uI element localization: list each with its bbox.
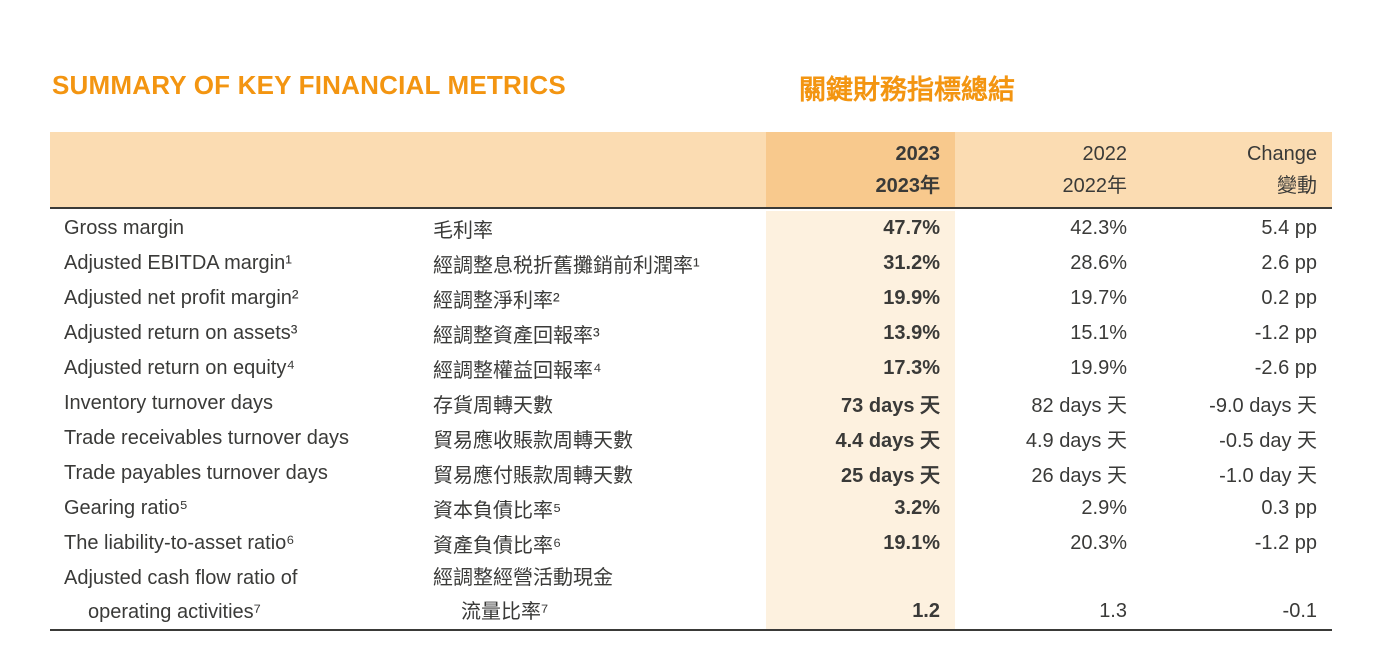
value-change: -1.0 day 天	[1219, 465, 1317, 487]
value-change: -2.6 pp	[1254, 357, 1317, 379]
column-header-2023-zh: 2023年	[875, 174, 941, 197]
value-2022: 28.6%	[1070, 252, 1127, 274]
metric-label-en: Adjusted return on assets³	[64, 322, 298, 344]
table-row-adjusted-ebitda-margin: Adjusted EBITDA margin¹ 經調整息税折舊攤銷前利潤率¹ 3…	[50, 246, 1332, 281]
value-2022: 26 days 天	[1031, 465, 1127, 487]
table-row-adjusted-net-profit-margin: Adjusted net profit margin² 經調整淨利率² 19.9…	[50, 281, 1332, 316]
page-title-zh: 關鍵財務指標總結	[799, 75, 1015, 105]
value-change: 2.6 pp	[1261, 252, 1317, 274]
table-row-inventory-turnover-days: Inventory turnover days 存貨周轉天數 73 days 天…	[50, 386, 1332, 421]
value-change: -0.1	[1130, 561, 1332, 629]
value-change: -1.2 pp	[1254, 322, 1317, 344]
metric-label-en: Inventory turnover days	[64, 392, 273, 414]
metric-label-zh: 經調整權益回報率⁴	[433, 360, 602, 382]
value-2022: 15.1%	[1070, 322, 1127, 344]
metric-label-zh-line2: 流量比率⁷	[461, 601, 549, 623]
metric-label-zh: 資本負債比率⁵	[433, 500, 562, 522]
value-2023: 31.2%	[766, 246, 955, 281]
table-row-adjusted-cash-flow-ratio: Adjusted cash flow ratio of operating ac…	[50, 561, 1332, 629]
metric-label-en: The liability-to-asset ratio⁶	[64, 532, 295, 554]
column-header-2023-en: 2023	[895, 142, 941, 165]
value-2023: 25 days 天	[766, 456, 955, 491]
table-row-trade-payables-turnover-days: Trade payables turnover days 貿易應付賬款周轉天數 …	[50, 456, 1332, 491]
table-row-gearing-ratio: Gearing ratio⁵ 資本負債比率⁵ 3.2% 2.9% 0.3 pp	[50, 491, 1332, 526]
value-2023: 19.9%	[766, 281, 955, 316]
value-2022: 19.9%	[1070, 357, 1127, 379]
table-body: Gross margin 毛利率 47.7% 42.3% 5.4 pp Adju…	[50, 209, 1332, 631]
metric-label-en: Adjusted EBITDA margin¹	[64, 252, 292, 274]
table-row-trade-receivables-turnover-days: Trade receivables turnover days 貿易應收賬款周轉…	[50, 421, 1332, 456]
table-row-liability-to-asset-ratio: The liability-to-asset ratio⁶ 資產負債比率⁶ 19…	[50, 526, 1332, 561]
table-header-row: 2023 2023年 2022 2022年 Change 變動	[50, 132, 1332, 209]
metric-label-zh: 經調整經營活動現金 流量比率⁷	[430, 561, 766, 629]
metric-label-zh: 經調整息税折舊攤銷前利潤率¹	[433, 255, 700, 277]
value-change: 5.4 pp	[1261, 217, 1317, 239]
value-2022-text: 1.3	[1099, 600, 1127, 622]
metric-label-zh: 經調整淨利率²	[433, 290, 560, 312]
metric-label-en-line1: Adjusted cash flow ratio of	[64, 567, 298, 589]
value-2023-text: 1.2	[912, 600, 940, 622]
value-2023: 17.3%	[766, 351, 955, 386]
value-change: -1.2 pp	[1254, 532, 1317, 554]
metric-label-zh: 存貨周轉天數	[433, 395, 553, 417]
metric-label-zh: 毛利率	[433, 220, 493, 242]
value-2023: 13.9%	[766, 316, 955, 351]
metric-label-zh: 經調整資產回報率³	[433, 325, 600, 347]
column-header-2022-zh: 2022年	[1062, 174, 1128, 197]
value-2022: 42.3%	[1070, 217, 1127, 239]
column-header-change: Change 變動	[1130, 132, 1332, 207]
value-change-text: -0.1	[1282, 600, 1317, 622]
value-2022: 2.9%	[1081, 497, 1127, 519]
value-change: -0.5 day 天	[1219, 430, 1317, 452]
metric-label-zh: 貿易應付賬款周轉天數	[433, 465, 633, 487]
header-spacer-zh	[430, 132, 766, 207]
metric-label-en: Adjusted return on equity⁴	[64, 357, 295, 379]
value-2023: 73 days 天	[766, 386, 955, 421]
metric-label-zh: 貿易應收賬款周轉天數	[433, 430, 633, 452]
metric-label-en: Trade receivables turnover days	[64, 427, 349, 449]
value-2022: 4.9 days 天	[1025, 430, 1127, 452]
column-header-2023: 2023 2023年	[766, 132, 955, 207]
metric-label-en: Gearing ratio⁵	[64, 497, 188, 519]
value-2023: 4.4 days 天	[766, 421, 955, 456]
metric-label-zh: 資產負債比率⁶	[433, 535, 562, 557]
column-header-change-zh: 變動	[1277, 174, 1317, 197]
value-2023: 1.2	[766, 561, 955, 629]
table-row-gross-margin: Gross margin 毛利率 47.7% 42.3% 5.4 pp	[50, 211, 1332, 246]
metric-label-en: Adjusted net profit margin²	[64, 287, 299, 309]
value-2022: 20.3%	[1070, 532, 1127, 554]
column-header-2022: 2022 2022年	[955, 132, 1130, 207]
metric-label-zh-line1: 經調整經營活動現金	[433, 567, 613, 589]
value-2023: 3.2%	[766, 491, 955, 526]
metric-label-en-line2: operating activities⁷	[88, 601, 261, 623]
value-2022: 1.3	[955, 561, 1130, 629]
metric-label-en: Gross margin	[64, 217, 185, 239]
table-row-adjusted-return-on-equity: Adjusted return on equity⁴ 經調整權益回報率⁴ 17.…	[50, 351, 1332, 386]
table-row-adjusted-return-on-assets: Adjusted return on assets³ 經調整資產回報率³ 13.…	[50, 316, 1332, 351]
value-2022: 82 days 天	[1031, 395, 1127, 417]
column-header-change-en: Change	[1246, 142, 1317, 165]
value-change: -9.0 days 天	[1209, 395, 1317, 417]
value-2023: 19.1%	[766, 526, 955, 561]
value-2022: 19.7%	[1070, 287, 1127, 309]
metric-label-en: Adjusted cash flow ratio of operating ac…	[50, 561, 430, 629]
header-spacer-en	[50, 132, 430, 207]
metric-label-en: Trade payables turnover days	[64, 462, 328, 484]
value-2023: 47.7%	[766, 211, 955, 246]
column-header-2022-en: 2022	[1082, 142, 1128, 165]
financial-metrics-table: 2023 2023年 2022 2022年 Change 變動 Gross ma…	[50, 132, 1332, 631]
value-change: 0.2 pp	[1261, 287, 1317, 309]
value-change: 0.3 pp	[1261, 497, 1317, 519]
page-title-en: SUMMARY OF KEY FINANCIAL METRICS	[52, 70, 566, 100]
